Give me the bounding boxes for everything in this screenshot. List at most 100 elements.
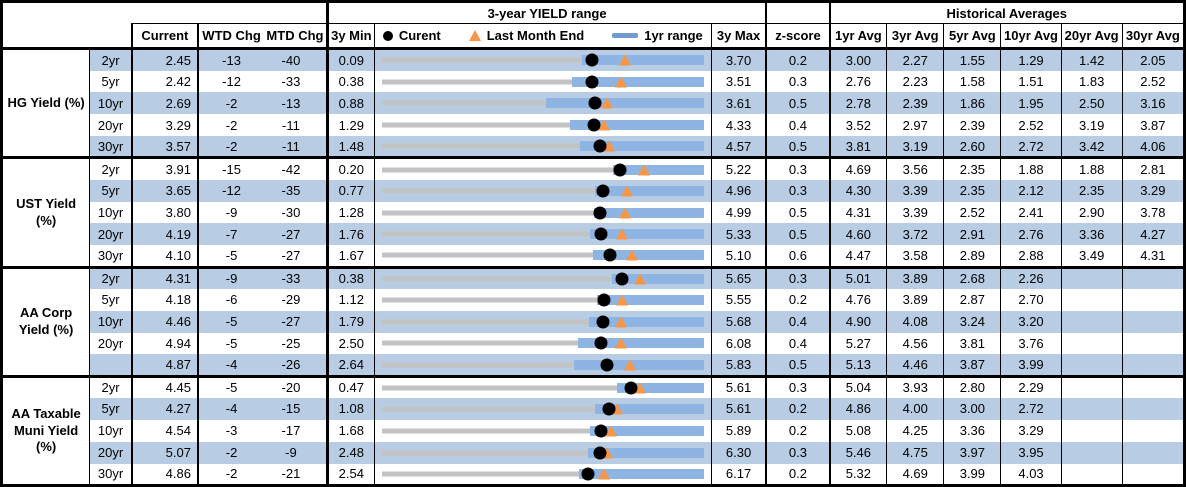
range-chart [373,354,712,377]
cell-mtd-chg: -30 [281,205,301,220]
cell-3y-min: 0.38 [325,265,375,289]
tenor-label: 2yr [89,265,132,289]
cell-avg: 4.47 [828,245,887,268]
cell-wtd-chg: -12 [196,70,265,93]
range-chart [373,419,712,442]
cell-avg: 1.88 [1000,156,1062,180]
cell-current: 3.57 [130,136,198,158]
cell-3y-min: 1.68 [325,419,375,442]
cell-avg: 3.20 [1000,310,1062,333]
cell-wtd-chg: -6 [196,288,265,311]
cell-avg: 3.00 [828,47,887,71]
tenor-label: 10yr [97,423,124,439]
cell-current: 4.46 [130,310,198,333]
range-chart [373,398,712,420]
cell-current: 2.45 [130,47,198,71]
range-chart [373,223,712,246]
cell-3y-min: 0.88 [325,92,375,115]
cell-z-score: 0.2 [765,463,831,486]
cell-3y-min: 1.79 [325,310,375,333]
cell-avg [1121,288,1185,311]
bar-1y-range [578,468,704,479]
col-header-5yr-avg: 5yr Avg [943,23,1002,50]
cell-avg: 2.52 [943,201,1001,224]
cell-avg: 3.72 [886,223,944,246]
cell-avg: 1.29 [1000,47,1062,71]
cell-avg: 5.46 [828,441,887,464]
cell-avg: 2.35 [943,179,1001,202]
bar-1y-range [596,294,704,305]
cell-avg [1121,332,1185,355]
cell-wtd-chg: -5 [196,310,265,333]
bar-1y-range [588,447,704,458]
cell-avg [1060,419,1123,442]
bar-3y-range [381,428,704,434]
cell-z-score: 0.4 [765,332,831,355]
cell-3y-max: 5.55 [710,288,767,311]
range-chart [373,92,712,115]
cell-avg: 5.08 [828,419,887,442]
cell-mtd-chg: -27 [264,223,328,246]
range-chart [373,265,712,289]
cell-current: 4.27 [130,398,198,420]
cell-avg: 5.01 [828,265,887,289]
bar-1y-range [612,273,704,284]
cell-avg: 3.78 [1121,201,1185,224]
cell-avg [1121,441,1185,464]
cell-avg: 1.86 [943,92,1001,115]
tenor-label: 2yr [89,156,132,180]
cell-z-score: 0.4 [765,114,831,137]
cell-z-score: 0.3 [765,374,831,399]
legend-current-label: Curent [398,28,441,44]
cell-z-score: 0.5 [765,201,831,224]
cell-3y-max: 4.96 [710,179,767,202]
bar-1y-range [573,359,704,370]
col-header-current: Current [130,23,199,50]
cell-3y-min: 1.08 [325,398,375,420]
cell-z-score: 0.3 [765,265,831,289]
section-label: AA Taxable Muni Yield (%) [1,374,91,486]
cell-current: 2.42 [130,70,198,93]
bar-1y-range [577,338,704,349]
col-header-z-score: z-score [765,23,831,50]
cell-avg [1060,398,1123,420]
cell-avg: 2.41 [1000,201,1062,224]
range-chart [373,156,712,180]
cell-avg: 3.87 [943,354,1001,377]
tenor-label: 30yr [97,466,124,482]
current-marker [597,293,611,307]
legend-1yr-range: 1yr range [612,28,703,43]
cell-avg: 4.86 [828,398,887,420]
cell-mtd-chg: -33 [281,74,301,90]
cell-current: 4.10 [130,245,198,268]
cell-wtd-chg: -13 [196,47,265,71]
cell-avg: 5.27 [828,332,887,355]
cell-avg: 2.39 [943,114,1001,137]
tenor-label: 20yr [89,441,132,464]
cell-avg: 1.58 [943,70,1001,93]
range-chart [373,47,712,71]
current-marker [593,206,607,219]
cell-avg: 1.83 [1060,70,1123,93]
cell-avg [1060,374,1123,399]
cell-3y-max: 5.83 [710,354,767,377]
cell-avg [1121,354,1185,377]
cell-avg: 3.99 [943,463,1001,486]
cell-avg: 2.76 [828,70,887,93]
current-marker [596,184,610,198]
cell-z-score: 0.5 [765,92,831,115]
cell-3y-min: 1.29 [325,114,375,137]
bar-3y-range [381,276,704,282]
cell-3y-max: 5.61 [710,398,767,420]
last-month-end-marker [602,140,615,152]
cell-current: 2.69 [130,92,198,115]
cell-avg: 4.90 [828,310,887,333]
cell-avg: 4.60 [828,223,887,246]
range-chart [373,288,712,311]
cell-wtd-chg: -12 [196,179,265,202]
bar-3y-range [381,406,704,412]
cell-3y-min: 1.28 [325,201,375,224]
cell-mtd-chg: -17 [281,423,301,439]
col-header-3y-max: 3y Max [710,23,767,50]
